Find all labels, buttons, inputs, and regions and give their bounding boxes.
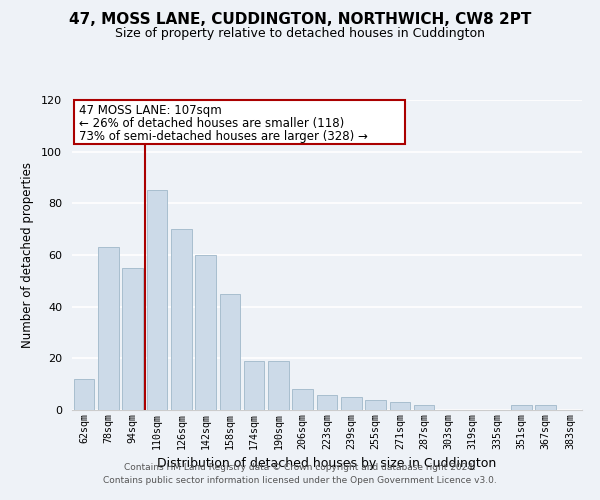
Bar: [365, 400, 386, 410]
Bar: [122, 268, 143, 410]
Bar: [317, 394, 337, 410]
Bar: [171, 229, 191, 410]
Bar: [292, 390, 313, 410]
Bar: [146, 190, 167, 410]
Text: 73% of semi-detached houses are larger (328) →: 73% of semi-detached houses are larger (…: [79, 130, 368, 142]
FancyBboxPatch shape: [74, 100, 405, 144]
Bar: [195, 255, 216, 410]
Text: ← 26% of detached houses are smaller (118): ← 26% of detached houses are smaller (11…: [79, 117, 344, 130]
Bar: [220, 294, 240, 410]
Bar: [268, 361, 289, 410]
Bar: [389, 402, 410, 410]
Text: Contains HM Land Registry data © Crown copyright and database right 2024.
Contai: Contains HM Land Registry data © Crown c…: [103, 464, 497, 485]
Bar: [511, 405, 532, 410]
Bar: [98, 247, 119, 410]
Bar: [244, 361, 265, 410]
Bar: [341, 397, 362, 410]
Bar: [414, 405, 434, 410]
Y-axis label: Number of detached properties: Number of detached properties: [21, 162, 34, 348]
Bar: [74, 379, 94, 410]
X-axis label: Distribution of detached houses by size in Cuddington: Distribution of detached houses by size …: [157, 457, 497, 470]
Text: Size of property relative to detached houses in Cuddington: Size of property relative to detached ho…: [115, 28, 485, 40]
Bar: [535, 405, 556, 410]
Text: 47 MOSS LANE: 107sqm: 47 MOSS LANE: 107sqm: [79, 104, 222, 117]
Text: 47, MOSS LANE, CUDDINGTON, NORTHWICH, CW8 2PT: 47, MOSS LANE, CUDDINGTON, NORTHWICH, CW…: [69, 12, 531, 28]
